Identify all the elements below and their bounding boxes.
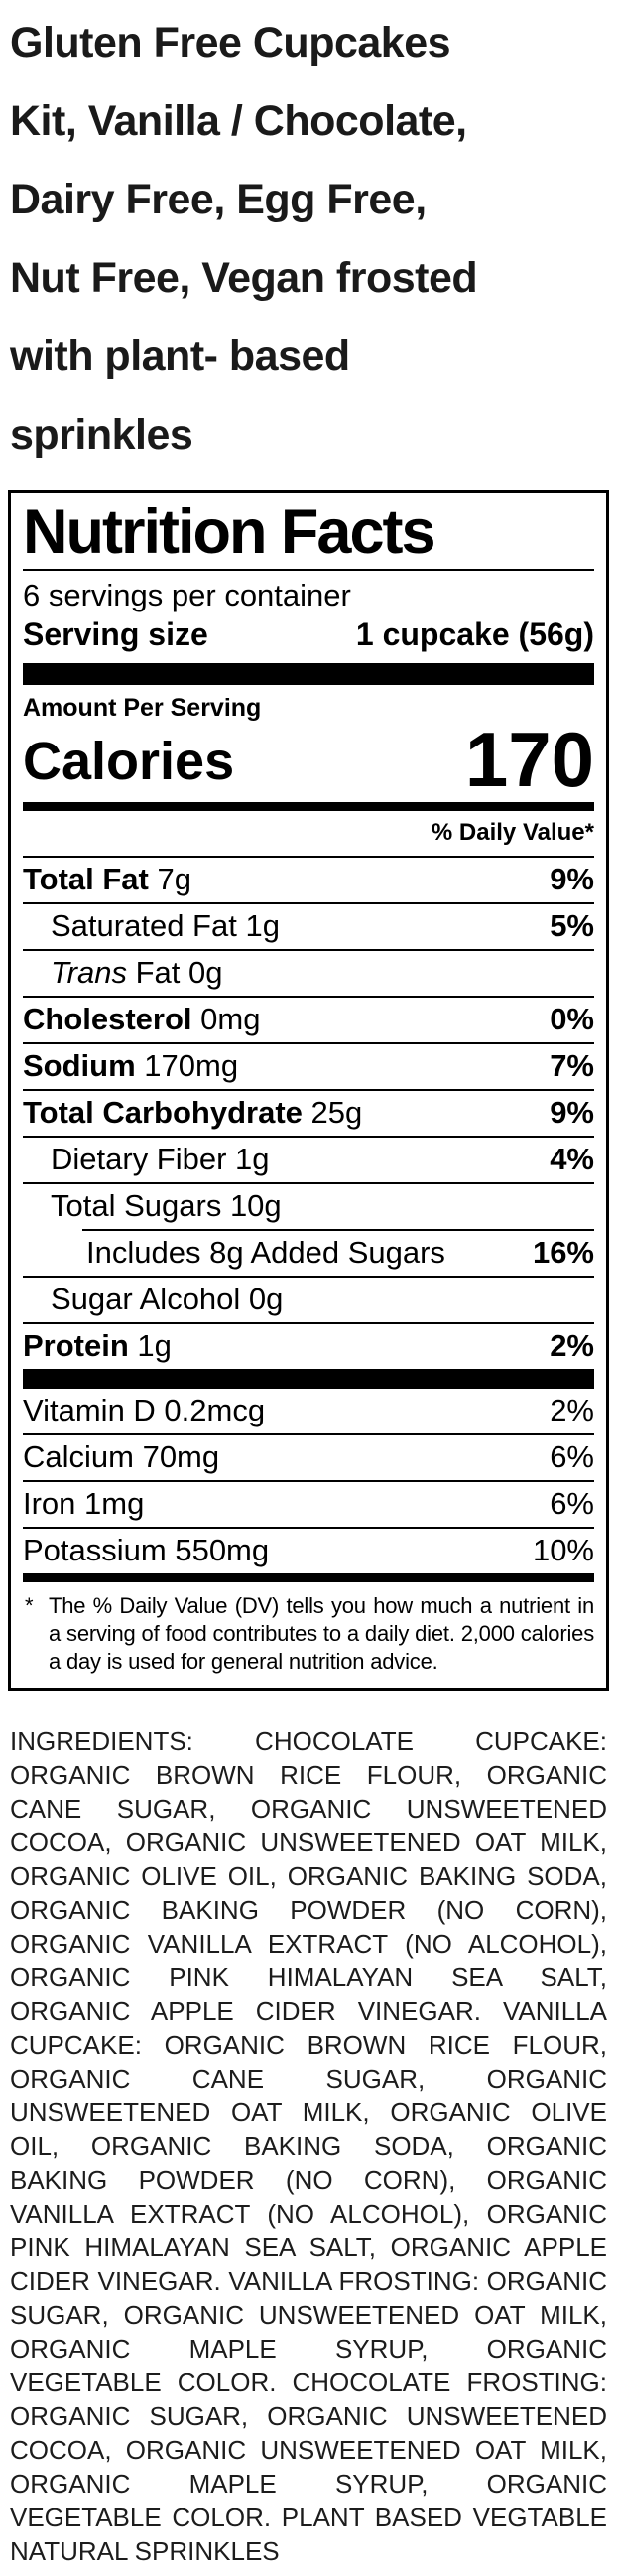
ingredients-text: INGREDIENTS: CHOCOLATE CUPCAKE: ORGANIC … xyxy=(10,1725,607,2566)
nutrient-name-amount: Protein 1g xyxy=(23,1327,172,1363)
daily-value-percent: 4% xyxy=(550,1141,594,1176)
vitamin-row: Potassium 550mg 10% xyxy=(23,1526,594,1573)
calories-row: Calories 170 xyxy=(23,715,594,803)
vitamin-name-amount: Iron 1mg xyxy=(23,1485,145,1521)
calories-value: 170 xyxy=(464,715,594,803)
daily-value-percent: 2% xyxy=(550,1327,594,1363)
nutrient-name-amount: Cholesterol 0mg xyxy=(23,1001,261,1036)
nutrient-name-amount: Sodium 170mg xyxy=(23,1047,239,1083)
daily-value-percent: 6% xyxy=(550,1438,594,1474)
nutrient-row: Saturated Fat 1g 5% xyxy=(23,901,594,949)
vitamin-name-amount: Potassium 550mg xyxy=(23,1532,270,1567)
nutrient-row: Sodium 170mg 7% xyxy=(23,1041,594,1089)
nutrient-row: Cholesterol 0mg 0% xyxy=(23,995,594,1042)
serving-size-label: Serving size xyxy=(23,615,208,652)
nutrient-name-amount: Saturated Fat 1g xyxy=(51,907,280,943)
daily-value-percent: 2% xyxy=(550,1392,594,1427)
daily-value-percent: 5% xyxy=(550,907,594,943)
daily-value-footnote: * The % Daily Value (DV) tells you how m… xyxy=(23,1582,594,1680)
footnote-asterisk: * xyxy=(25,1592,34,1618)
nutrient-row: Includes 8g Added Sugars 16% xyxy=(82,1228,594,1276)
product-title-line: sprinkles xyxy=(10,411,193,459)
daily-value-percent: 16% xyxy=(532,1234,594,1270)
serving-size-row: Serving size 1 cupcake (56g) xyxy=(23,613,594,663)
nutrient-row: Dietary Fiber 1g 4% xyxy=(23,1135,594,1182)
daily-value-percent: 0% xyxy=(550,1001,594,1036)
nutrient-name-amount: Includes 8g Added Sugars xyxy=(86,1234,445,1270)
nutrient-name-amount: Total Fat 7g xyxy=(23,861,191,896)
vitamin-rows: Vitamin D 0.2mcg 2% Calcium 70mg 6% Iron 1mg… xyxy=(23,1389,594,1573)
divider-thick xyxy=(23,1368,594,1389)
nutrition-facts-label: Nutrition Facts 6 servings per container… xyxy=(8,490,609,1691)
nutrient-row: Trans Fat 0g xyxy=(23,948,594,996)
nutrient-name-amount: Total Carbohydrate 25g xyxy=(23,1094,363,1130)
footnote-text: The % Daily Value (DV) tells you how muc… xyxy=(49,1592,594,1674)
nutrient-row: Total Sugars 10g xyxy=(23,1181,594,1229)
product-title: Gluten Free Cupcakes Kit, Vanilla / Choco… xyxy=(10,4,605,475)
product-title-line: with plant- based xyxy=(10,333,350,380)
amount-per-serving-label: Amount Per Serving xyxy=(23,693,262,722)
nutrient-name-amount: Sugar Alcohol 0g xyxy=(51,1281,284,1316)
divider-medium xyxy=(23,1572,594,1582)
nutrition-facts-title: Nutrition Facts xyxy=(23,497,436,567)
nutrient-name-amount: Dietary Fiber 1g xyxy=(51,1141,270,1176)
vitamin-row: Iron 1mg 6% xyxy=(23,1479,594,1527)
nutrient-name-amount: Trans Fat 0g xyxy=(51,954,223,990)
nutrient-row: Total Fat 7g 9% xyxy=(23,855,594,902)
divider-thin xyxy=(23,569,594,572)
product-title-line: Gluten Free Cupcakes xyxy=(10,19,451,67)
daily-value-percent: 9% xyxy=(550,861,594,896)
nutrient-row: Sugar Alcohol 0g xyxy=(23,1275,594,1322)
divider-medium xyxy=(23,801,594,811)
product-title-line: Nut Free, Vegan frosted xyxy=(10,254,478,302)
nutrient-row: Total Carbohydrate 25g 9% xyxy=(23,1088,594,1136)
vitamin-row: Vitamin D 0.2mcg 2% xyxy=(23,1389,594,1433)
nutrient-row: Protein 1g 2% xyxy=(23,1321,594,1369)
product-title-line: Kit, Vanilla / Chocolate, xyxy=(10,97,467,145)
divider-thick xyxy=(23,662,594,685)
serving-size-value: 1 cupcake (56g) xyxy=(355,615,594,652)
nutrient-rows: Total Fat 7g 9% Saturated Fat 1g 5% Trans Fa… xyxy=(23,855,594,1369)
daily-value-percent: 9% xyxy=(550,1094,594,1130)
product-title-line: Dairy Free, Egg Free, xyxy=(10,176,427,223)
servings-per-container: 6 servings per container xyxy=(23,578,351,613)
daily-value-header: % Daily Value* xyxy=(431,818,594,846)
nutrient-name-amount: Total Sugars 10g xyxy=(51,1187,282,1223)
daily-value-percent: 7% xyxy=(550,1047,594,1083)
vitamin-row: Calcium 70mg 6% xyxy=(23,1432,594,1480)
daily-value-percent: 10% xyxy=(532,1532,594,1567)
vitamin-name-amount: Calcium 70mg xyxy=(23,1438,220,1474)
daily-value-percent: 6% xyxy=(550,1485,594,1521)
calories-label: Calories xyxy=(23,732,235,792)
vitamin-name-amount: Vitamin D 0.2mcg xyxy=(23,1392,266,1427)
